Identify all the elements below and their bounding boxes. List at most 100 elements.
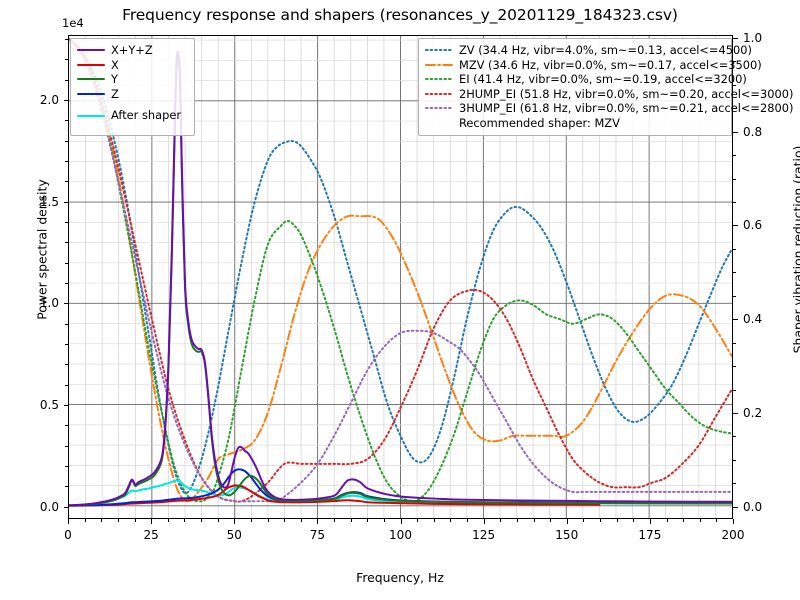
y-minor-tick-left bbox=[65, 506, 68, 508]
x-tick-label: 100 bbox=[389, 528, 412, 542]
x-tick-mark bbox=[516, 519, 518, 522]
legend-item-ei: EI (41.4 Hz, vibr=0.0%, sm~=0.19, accel<… bbox=[425, 72, 747, 87]
legend-item-label: ZV (34.4 Hz, vibr=4.0%, sm~=0.13, accel<… bbox=[459, 43, 752, 57]
x-tick-mark bbox=[84, 519, 86, 522]
y-minor-tick-left bbox=[65, 445, 68, 447]
legend-line-sample-icon bbox=[77, 73, 105, 85]
x-tick-label: 150 bbox=[555, 528, 579, 542]
y-minor-tick-right bbox=[733, 108, 736, 110]
legend-item-label: Y bbox=[111, 72, 118, 86]
y-minor-tick-right bbox=[733, 272, 736, 274]
x-tick-mark bbox=[101, 519, 103, 522]
y-minor-tick-left bbox=[65, 222, 68, 224]
y-minor-tick-left bbox=[65, 283, 68, 285]
x-tick-mark bbox=[716, 519, 718, 522]
y-tick-label-right: 0.6 bbox=[743, 218, 763, 233]
x-tick-mark bbox=[733, 519, 734, 524]
legend-line-sample-icon bbox=[425, 102, 453, 114]
x-tick-mark bbox=[566, 519, 568, 524]
x-tick-mark bbox=[433, 519, 435, 522]
x-tick-mark bbox=[467, 519, 468, 522]
y-minor-tick-left bbox=[65, 59, 68, 61]
y-minor-tick-right bbox=[733, 248, 736, 250]
legend-item-z: Z bbox=[77, 87, 188, 102]
legend-item-3hump_ei: 3HUMP_EI (61.8 Hz, vibr=0.0%, sm~=0.21, … bbox=[425, 101, 793, 116]
y-minor-tick-right bbox=[733, 131, 736, 133]
x-tick-mark bbox=[250, 519, 252, 522]
y-minor-tick-left bbox=[65, 384, 68, 386]
x-tick-label: 0 bbox=[64, 528, 72, 542]
x-tick-label: 25 bbox=[143, 528, 159, 542]
chart-title: Frequency response and shapers (resonanc… bbox=[122, 6, 678, 24]
y-minor-tick-right bbox=[733, 436, 736, 438]
legend-line-sample-icon bbox=[425, 44, 453, 56]
y-minor-tick-left bbox=[65, 201, 68, 203]
y-minor-tick-right bbox=[733, 342, 736, 344]
legend-item-label: 3HUMP_EI (61.8 Hz, vibr=0.0%, sm~=0.21, … bbox=[459, 101, 794, 115]
x-tick-mark bbox=[367, 519, 369, 522]
legend-item-label: Z bbox=[111, 86, 119, 101]
x-tick-mark bbox=[666, 519, 668, 522]
y-minor-tick-right bbox=[733, 61, 736, 63]
x-tick-mark bbox=[350, 519, 352, 522]
y-axis-label-right: Shaper vibration reduction (ratio) bbox=[790, 145, 800, 354]
y-minor-tick-right bbox=[733, 459, 736, 461]
x-tick-mark bbox=[649, 519, 651, 524]
x-tick-mark bbox=[483, 519, 485, 524]
y-minor-tick-left bbox=[65, 242, 68, 244]
x-tick-mark bbox=[284, 519, 286, 522]
y-minor-tick-right bbox=[733, 201, 736, 203]
psd-curve-x-y-z bbox=[69, 50, 732, 507]
x-tick-mark bbox=[616, 519, 618, 522]
legend-item-label: X+Y+Z bbox=[111, 43, 153, 57]
y-axis-label-left: Power spectral density bbox=[34, 179, 50, 320]
y-minor-tick-left bbox=[65, 262, 68, 264]
legend-item-label: MZV (34.6 Hz, vibr=0.0%, sm~=0.17, accel… bbox=[459, 57, 762, 72]
y-tick-label-right: 0.2 bbox=[743, 406, 763, 420]
shaper-curve-mzv bbox=[69, 37, 732, 503]
y-minor-tick-left bbox=[65, 161, 68, 163]
x-tick-mark bbox=[167, 519, 169, 522]
shaper-curve-2hump_ei bbox=[69, 37, 732, 503]
shaper-curve-3hump_ei bbox=[69, 37, 732, 503]
x-tick-label: 200 bbox=[721, 528, 745, 542]
x-tick-label: 175 bbox=[638, 528, 662, 542]
x-tick-mark bbox=[500, 519, 502, 522]
x-tick-mark bbox=[600, 519, 601, 522]
legend-item-after-shaper: After shaper bbox=[77, 101, 188, 130]
x-tick-mark bbox=[134, 519, 136, 522]
y-minor-tick-left bbox=[65, 100, 68, 102]
y-minor-tick-right bbox=[733, 506, 736, 508]
x-tick-mark bbox=[217, 519, 219, 522]
legend-item-label: After shaper bbox=[111, 108, 182, 122]
legend-signals: X+Y+Z X Y Z After shaper bbox=[70, 38, 195, 136]
y-minor-tick-left bbox=[65, 39, 68, 41]
legend-item-y: Y bbox=[77, 72, 188, 87]
x-tick-mark bbox=[117, 519, 119, 522]
y-minor-tick-right bbox=[733, 413, 736, 414]
y-minor-tick-right bbox=[733, 84, 736, 86]
y-minor-tick-left bbox=[65, 364, 68, 366]
y-minor-tick-right bbox=[733, 319, 736, 321]
y-tick-label-left: 0.5 bbox=[39, 398, 59, 413]
y-minor-tick-right bbox=[733, 295, 736, 297]
x-tick-mark bbox=[383, 519, 385, 522]
x-tick-mark bbox=[400, 519, 402, 524]
legend-item-label: X bbox=[111, 57, 119, 72]
x-tick-mark bbox=[334, 519, 335, 522]
x-tick-label: 75 bbox=[309, 528, 326, 542]
y-minor-tick-left bbox=[65, 303, 68, 305]
legend-item-label: EI (41.4 Hz, vibr=0.0%, sm~=0.19, accel<… bbox=[459, 72, 747, 86]
y-tick-label-left: 0.0 bbox=[39, 499, 59, 514]
y-minor-tick-left bbox=[65, 486, 68, 488]
legend-line-sample-icon bbox=[425, 73, 453, 85]
x-tick-mark bbox=[267, 519, 269, 522]
y-tick-label-right: 0.0 bbox=[743, 499, 763, 514]
legend-shapers: ZV (34.4 Hz, vibr=4.0%, sm~=0.13, accel<… bbox=[418, 38, 793, 136]
legend-item-2hump_ei: 2HUMP_EI (51.8 Hz, vibr=0.0%, sm~=0.20, … bbox=[425, 87, 793, 102]
y-minor-tick-left bbox=[65, 466, 68, 468]
x-tick-mark bbox=[151, 519, 153, 524]
shaper-curve-ei bbox=[69, 37, 732, 503]
y-minor-tick-left bbox=[65, 79, 68, 81]
